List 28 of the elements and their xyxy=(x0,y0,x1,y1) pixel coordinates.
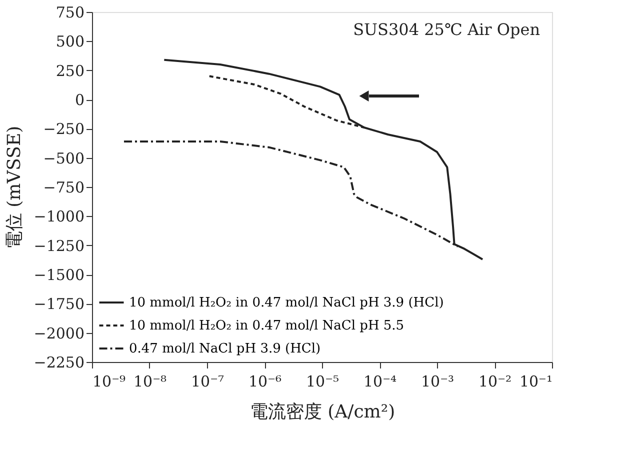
legend-label: 10 mmol/l H₂O₂ in 0.47 mol/l NaCl pH 5.5 xyxy=(129,318,404,334)
x-tick-label: 10⁻⁹ xyxy=(92,372,126,390)
x-tick-label: 10⁻¹ xyxy=(519,372,552,390)
x-tick-label: 10⁻² xyxy=(478,372,512,390)
y-axis-title: 電位 (mVSSE) xyxy=(4,126,25,250)
y-tick-label: 250 xyxy=(56,62,84,80)
y-tick-label: −1250 xyxy=(34,236,84,255)
y-tick-label: 0 xyxy=(74,91,84,109)
x-tick-label: 10⁻⁴ xyxy=(363,372,397,390)
x-axis-title: 電流密度 (A/cm²) xyxy=(250,402,396,422)
y-tick-label: −500 xyxy=(43,149,84,168)
y-tick-label: −2000 xyxy=(34,324,84,342)
y-tick-label: −750 xyxy=(43,178,84,196)
x-tick-label: 10⁻⁸ xyxy=(133,372,167,390)
annotation: SUS304 25℃ Air Open xyxy=(353,20,540,39)
legend-label: 10 mmol/l H₂O₂ in 0.47 mol/l NaCl pH 3.9 (HCl) xyxy=(129,296,444,310)
x-tick-label: 10⁻⁷ xyxy=(190,372,224,390)
y-tick-label: −2250 xyxy=(34,354,84,372)
y-tick-label: 500 xyxy=(56,32,84,51)
x-tick-label: 10⁻⁶ xyxy=(248,372,282,390)
y-tick-label: −1500 xyxy=(34,266,84,284)
y-tick-label: −1000 xyxy=(34,208,84,226)
x-tick-label: 10⁻⁵ xyxy=(306,372,340,390)
legend-label: 0.47 mol/l NaCl pH 3.9 (HCl) xyxy=(129,342,321,356)
y-tick-label: 750 xyxy=(56,4,84,22)
y-tick-label: −1750 xyxy=(34,295,84,314)
x-tick-label: 10⁻³ xyxy=(420,372,454,390)
y-tick-label: −250 xyxy=(43,120,84,138)
